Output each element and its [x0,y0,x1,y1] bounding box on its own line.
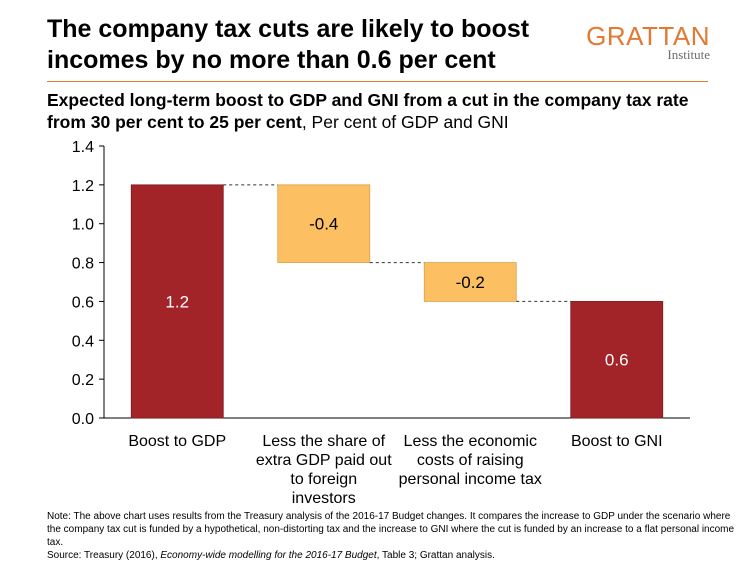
bar-value-label: -0.2 [456,273,485,292]
decrease-bar [277,184,371,263]
y-tick-label: 1.4 [72,139,94,156]
grattan-logo: GRATTAN Institute [586,22,710,62]
x-category-label: Less the economic costs of raising persona… [399,433,542,488]
y-tick-label: 0.8 [72,256,94,273]
bar-value-label: -0.4 [309,215,338,234]
y-tick-label: 0.2 [72,372,94,389]
total-bar [130,184,224,419]
y-tick-label: 0.0 [72,411,94,428]
chart-title: The company tax cuts are likely to boost… [47,15,530,74]
logo-wordmark: GRATTAN [586,21,710,51]
x-category-label: Boost to GNI [571,433,663,450]
source-line: Source: Treasury (2016), Economy-wide mo… [47,549,737,562]
x-category-label: Boost to GDP [128,433,226,450]
y-tick-label: 1.2 [72,178,94,195]
bar-value-label: 0.6 [605,351,629,370]
title-divider [47,81,708,82]
logo-subtext: Institute [667,47,710,62]
total-bar [570,301,664,419]
chart-footnote: Note: The above chart uses results from … [47,510,737,562]
source-suffix: , Table 3; Grattan analysis. [376,550,495,561]
x-category-label: Less the share of extra GDP paid out to fo… [256,433,392,507]
bar-value-label: 1.2 [165,292,189,311]
y-tick-label: 1.0 [72,217,94,234]
source-title: Economy-wide modelling for the 2016-17 B… [160,550,377,561]
chart-subtitle: Expected long-term boost to GDP and GNI … [47,89,727,133]
decrease-bar [423,262,517,302]
y-tick-label: 0.4 [72,333,94,350]
subtitle-units: , Per cent of GDP and GNI [301,112,509,132]
subtitle-bold: Expected long-term boost to GDP and GNI … [47,90,689,132]
y-tick-label: 0.6 [72,294,94,311]
source-prefix: Source: Treasury (2016), [47,550,161,561]
note-text: Note: The above chart uses results from … [47,511,735,548]
